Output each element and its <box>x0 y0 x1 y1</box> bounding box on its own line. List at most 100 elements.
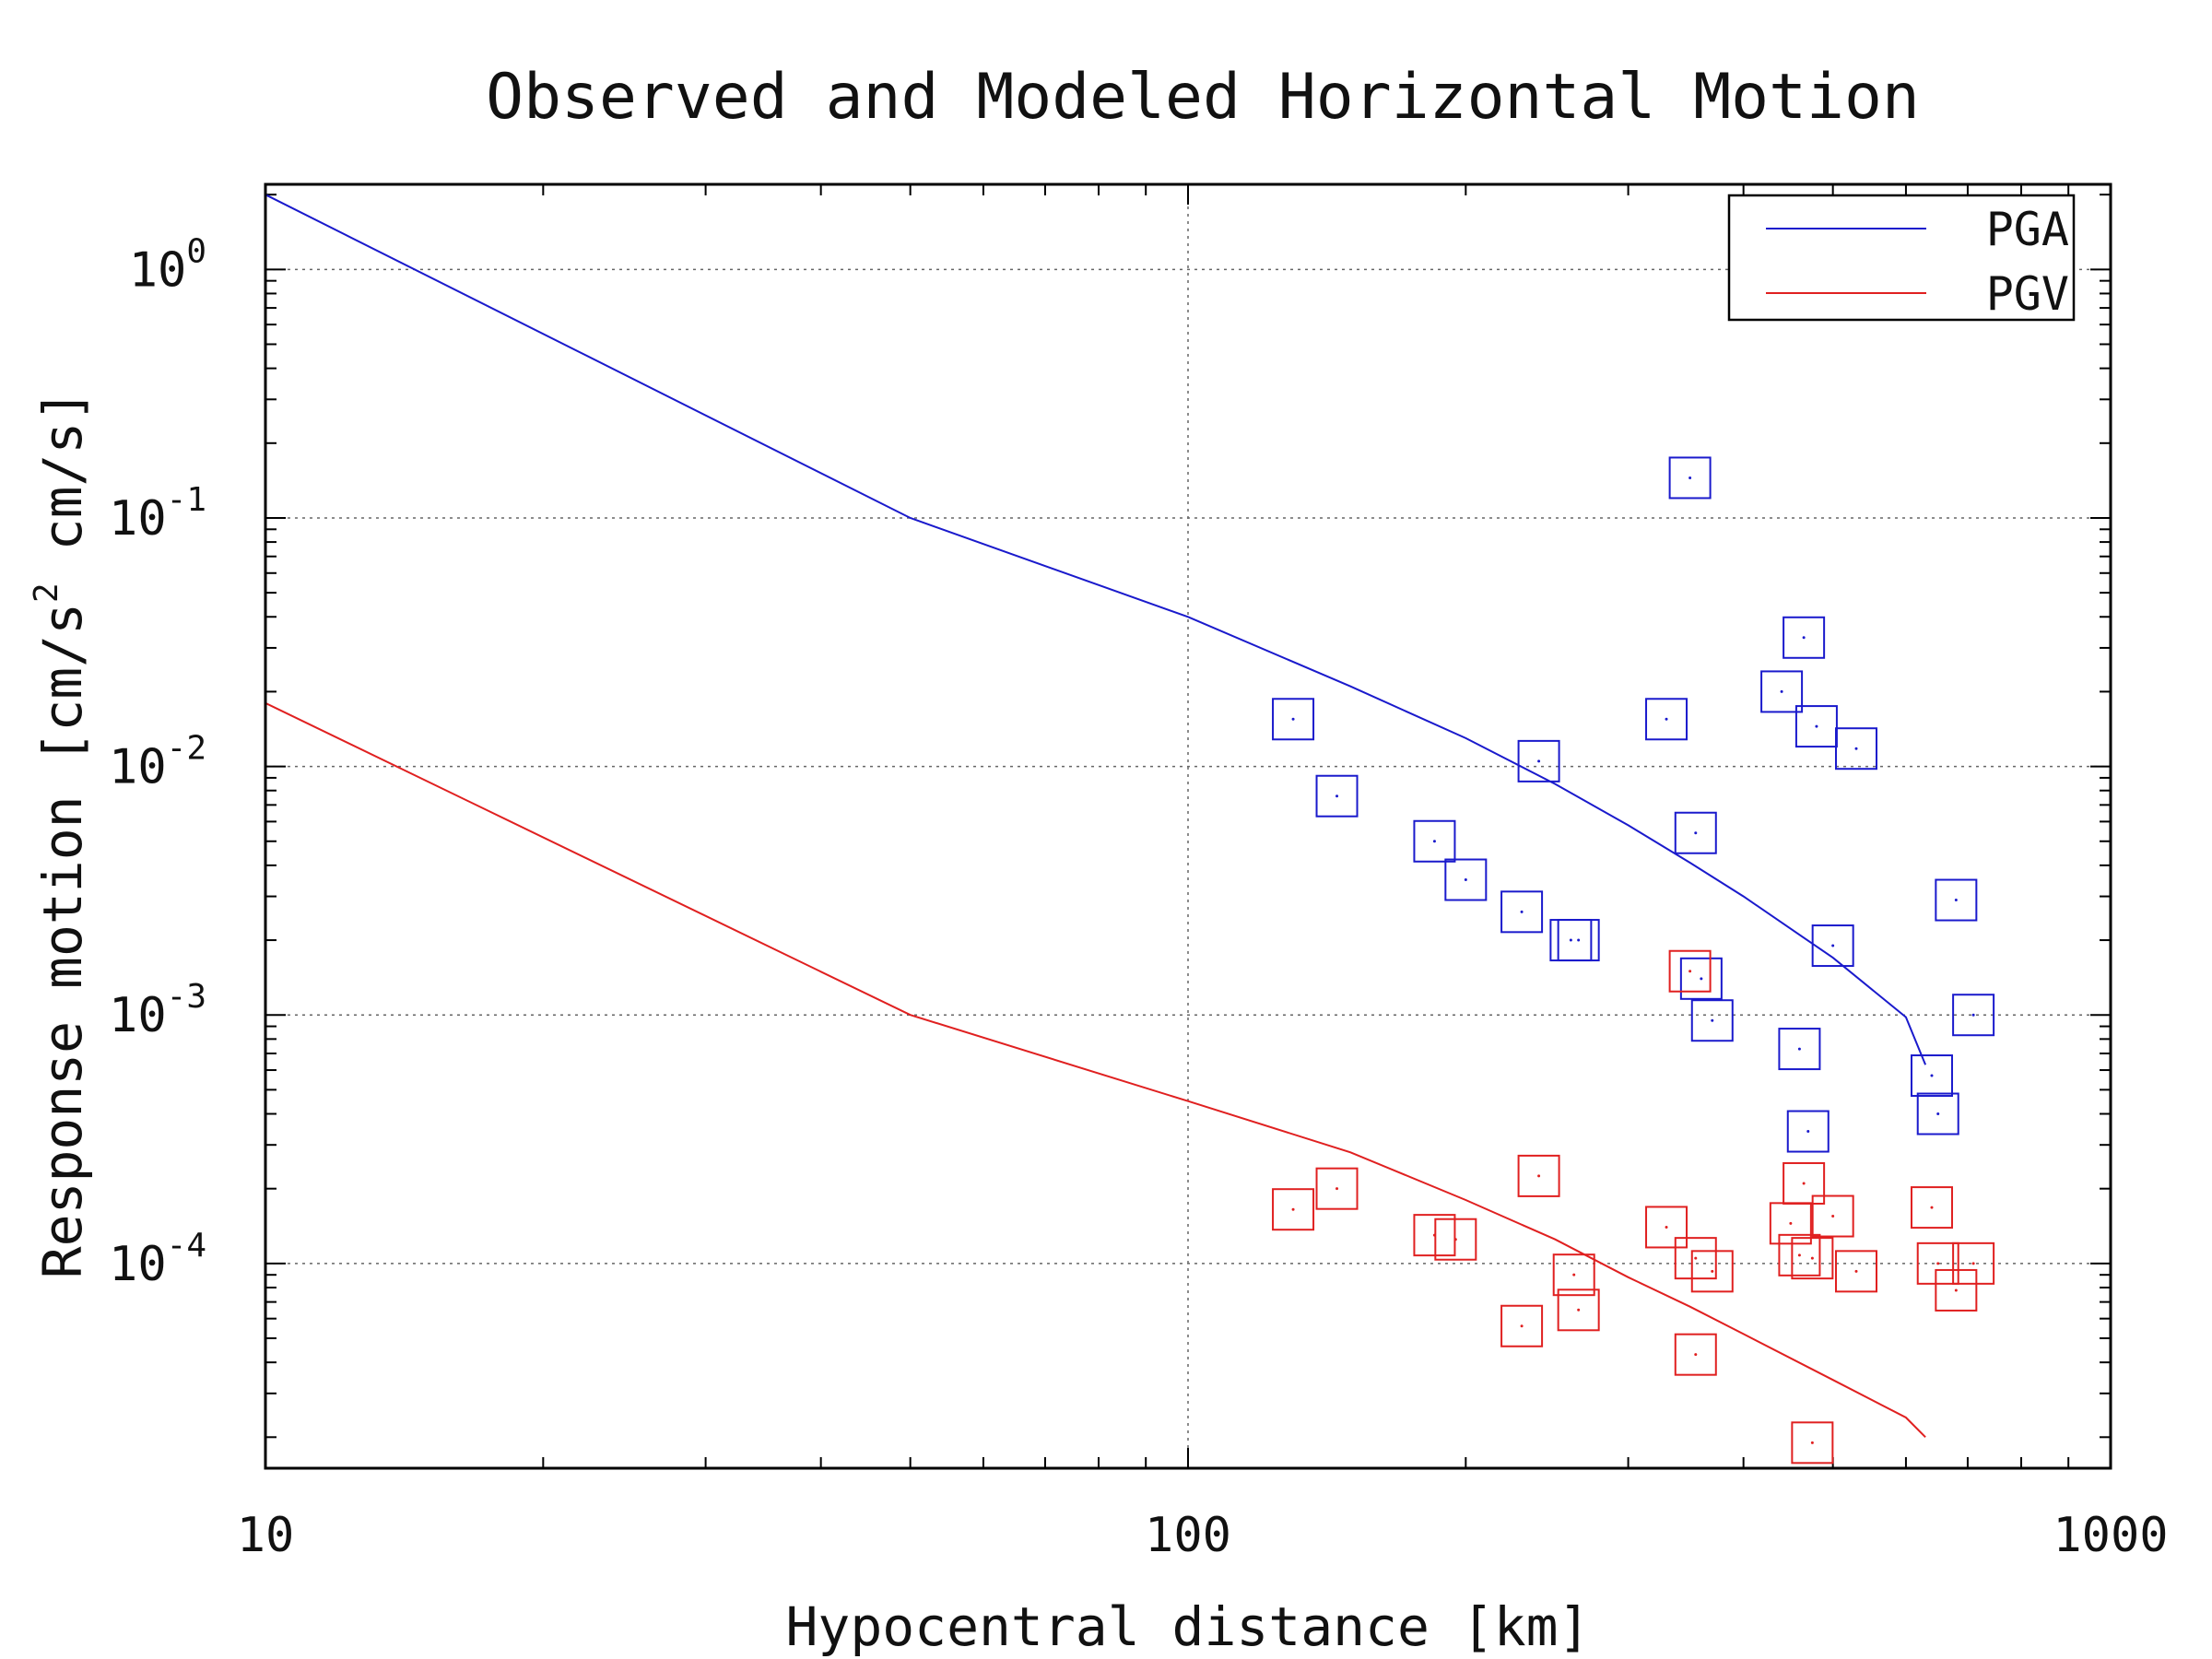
pga-observed-center <box>1464 878 1467 882</box>
pga-observed-point <box>1786 1110 1830 1153</box>
pgv-observed-center <box>1694 1353 1698 1357</box>
y-tick-label-base: 10 <box>109 740 167 795</box>
pga-observed-point <box>1690 999 1734 1042</box>
pga-observed-center <box>1802 636 1806 640</box>
pga-observed-center <box>1700 977 1703 981</box>
pgv-model-line <box>265 701 1926 1439</box>
pga-observed-point <box>1811 924 1854 968</box>
pga-observed-center <box>1815 724 1818 728</box>
pgv-observed-point <box>1674 1237 1717 1280</box>
pga-observed-point <box>1952 994 1995 1037</box>
pga-observed-point <box>1835 727 1878 771</box>
pgv-observed-center <box>1572 1273 1576 1277</box>
pga-observed-point <box>1444 858 1488 901</box>
pga-observed-center <box>1831 944 1835 947</box>
pgv-observed-point <box>1552 1253 1595 1297</box>
pgv-observed-center <box>1971 1262 1975 1265</box>
pga-observed-point <box>1645 698 1688 741</box>
pgv-observed-point <box>1272 1188 1315 1231</box>
y-axis-title-superscript: 2 <box>28 582 65 603</box>
pga-observed-center <box>1854 747 1858 750</box>
grid <box>265 184 2111 1468</box>
pgv-observed-center <box>1688 970 1692 973</box>
pgv-observed-point <box>1952 1241 1995 1285</box>
pgv-observed-point <box>1778 1233 1821 1277</box>
pgv-observed-center <box>1854 1269 1858 1273</box>
pgv-observed-point <box>1835 1250 1878 1293</box>
y-tick-label: 100 <box>129 232 206 298</box>
pga-observed-center <box>1537 759 1541 763</box>
y-tick-label-base: 10 <box>129 242 187 298</box>
pga-observed-center <box>1291 717 1295 721</box>
pgv-observed-point <box>1791 1237 1834 1280</box>
y-tick-label-base: 10 <box>109 988 167 1043</box>
pga-observed-point <box>1935 878 1978 922</box>
y-tick-label-exponent: -4 <box>167 1227 206 1265</box>
pga-observed-point <box>1557 919 1600 962</box>
legend: PGA PGV <box>1727 194 2076 322</box>
pgv-observed-center <box>1577 1308 1581 1312</box>
pga-observed-center <box>1936 1112 1940 1116</box>
y-tick-label-base: 10 <box>109 491 167 547</box>
pga-observed-point <box>1778 1028 1821 1071</box>
y-axis-title-main: Response motion [cm/s <box>31 603 94 1278</box>
pga-observed-point <box>1315 774 1359 818</box>
pga-observed-center <box>1806 1130 1810 1134</box>
pga-observed-center <box>1688 476 1692 479</box>
x-axis-title: Hypocentral distance [km] <box>786 1595 1591 1658</box>
y-tick-label: 10-2 <box>109 730 206 795</box>
pgv-observed-point <box>1517 1154 1560 1197</box>
pgv-observed-center <box>1802 1182 1806 1185</box>
pga-observed-point <box>1674 811 1717 854</box>
y-tick-label-exponent: -1 <box>167 481 206 519</box>
pgv-observed-point <box>1916 1241 1959 1285</box>
pga-observed-center <box>1520 910 1524 913</box>
pgv-observed-center <box>1810 1256 1814 1260</box>
pgv-observed-center <box>1954 1288 1958 1292</box>
y-tick-label-exponent: -3 <box>167 978 206 1016</box>
pga-observed-center <box>1335 794 1339 798</box>
x-tick-label: 10 <box>237 1508 295 1563</box>
chart-title: Observed and Modeled Horizontal Motion <box>486 61 1920 134</box>
pga-observed-center <box>1797 1047 1801 1051</box>
y-tick-label-exponent: 0 <box>186 232 206 270</box>
y-axis-title: Response motion [cm/s2 cm/s] <box>28 390 94 1279</box>
pga-observed-center <box>1694 831 1698 835</box>
pgv-observed-point <box>1645 1206 1688 1249</box>
y-axis-title-units: cm/s] <box>31 390 94 583</box>
pgv-observed-point <box>1910 1186 1953 1230</box>
pgv-observed-center <box>1453 1238 1457 1241</box>
y-tick-label-exponent: -2 <box>167 730 206 768</box>
pgv-observed-center <box>1711 1269 1714 1273</box>
pga-observed-center <box>1930 1074 1934 1077</box>
pgv-observed-center <box>1665 1225 1668 1229</box>
legend-pgv-label: PGV <box>1986 267 2069 321</box>
plot-series <box>265 194 1995 1465</box>
pgv-observed-center <box>1520 1324 1524 1328</box>
pga-observed-center <box>1577 938 1581 942</box>
pga-observed-point <box>1272 698 1315 741</box>
x-tick-label: 100 <box>1145 1508 1231 1563</box>
pgv-observed-center <box>1831 1215 1835 1218</box>
y-tick-label: 10-3 <box>109 978 206 1043</box>
pgv-observed-point <box>1434 1218 1477 1261</box>
legend-box <box>1727 194 2076 322</box>
pgv-observed-point <box>1935 1268 1978 1312</box>
pgv-observed-center <box>1335 1187 1339 1191</box>
pgv-observed-point <box>1690 1250 1734 1293</box>
y-tick-label-base: 10 <box>109 1237 167 1292</box>
legend-pga-label: PGA <box>1986 203 2069 256</box>
pga-observed-point <box>1668 456 1712 500</box>
x-tick-label: 1000 <box>2053 1508 2168 1563</box>
pga-observed-point <box>1500 890 1544 934</box>
pgv-observed-center <box>1797 1253 1801 1257</box>
y-tick-label: 10-4 <box>109 1227 206 1292</box>
pgv-observed-center <box>1936 1262 1940 1265</box>
pga-observed-point <box>1760 670 1804 713</box>
pga-observed-point <box>1679 957 1723 1000</box>
pgv-observed-center <box>1537 1174 1541 1178</box>
pgv-observed-point <box>1674 1333 1717 1376</box>
pgv-observed-point <box>1811 1194 1854 1238</box>
pga-observed-point <box>1517 739 1560 782</box>
